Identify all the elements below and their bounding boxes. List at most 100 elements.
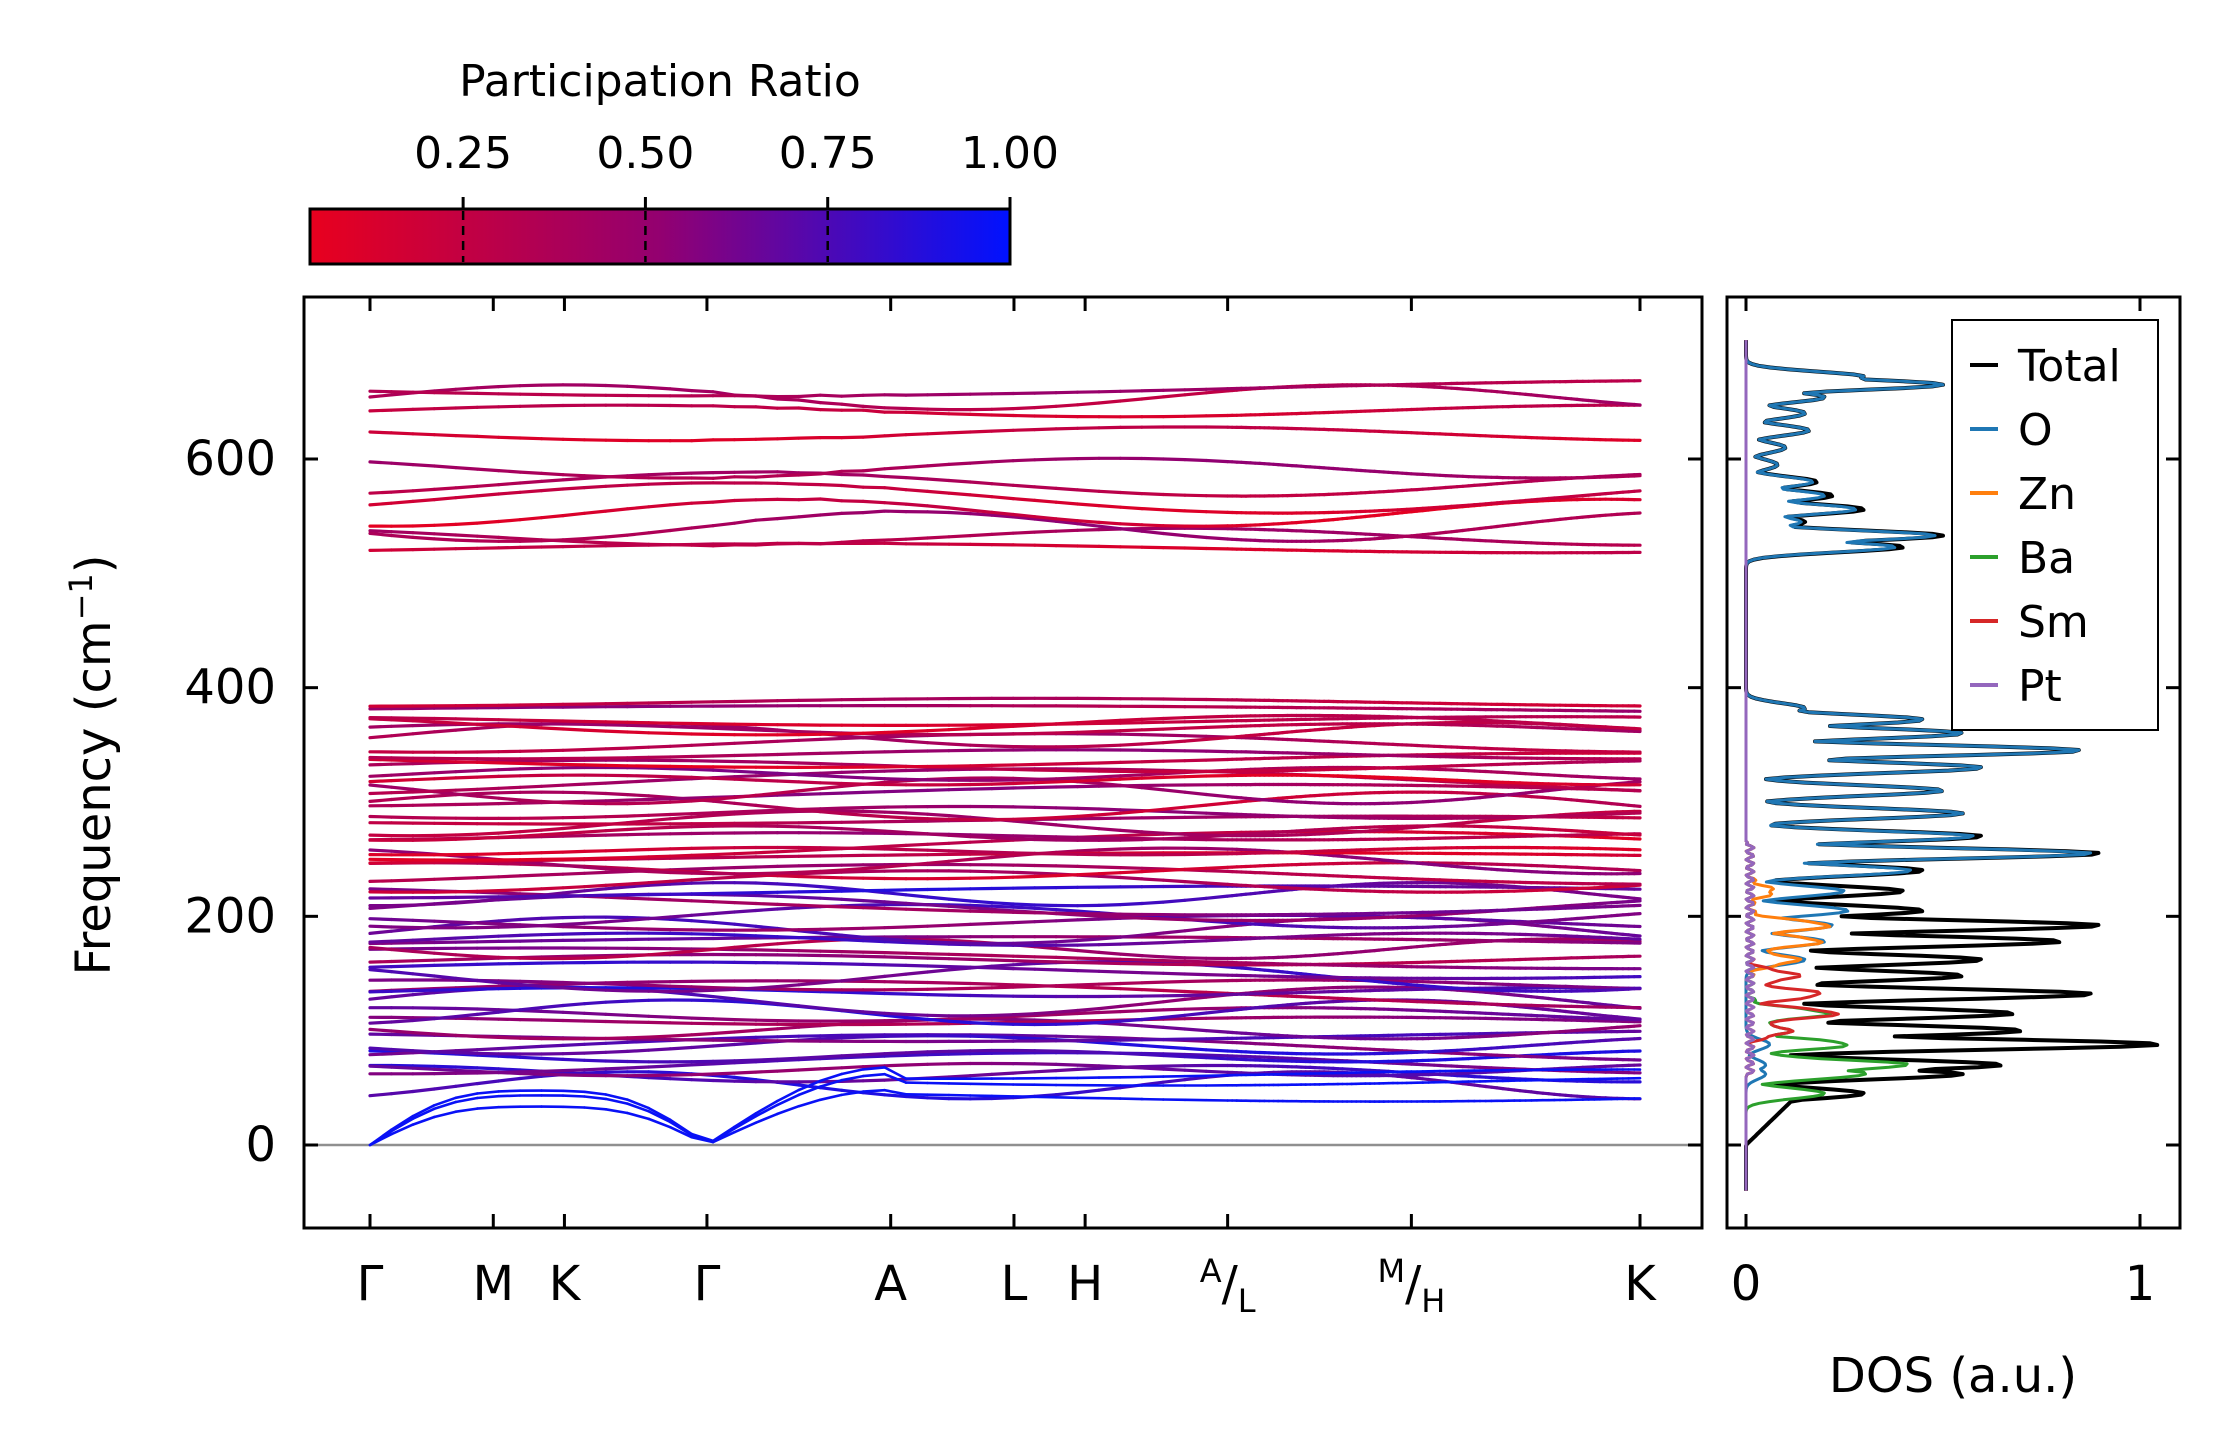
band-segment: [604, 885, 629, 891]
band-segment: [711, 1042, 737, 1048]
band-segment: [861, 950, 887, 955]
band-segment: [604, 483, 629, 488]
band-segment: [990, 428, 1015, 433]
band-segment: [711, 932, 737, 937]
band-segment: [582, 883, 608, 889]
band-segment: [1033, 1012, 1058, 1018]
band-segment: [797, 935, 822, 941]
band-segment: [711, 945, 737, 952]
band-segment: [1054, 960, 1080, 965]
band-segment: [1075, 985, 1101, 990]
band-segment: [861, 408, 887, 414]
band-segment: [1161, 988, 1187, 994]
band-segment: [754, 901, 780, 907]
band-segment: [432, 387, 458, 393]
band-segment: [904, 1094, 930, 1100]
band-segment: [604, 1019, 629, 1024]
band-segment: [411, 463, 436, 468]
band-segment: [1054, 500, 1080, 506]
band-segment: [882, 509, 908, 514]
band-segment: [840, 962, 865, 967]
band-segment: [368, 529, 393, 534]
band-segment: [625, 473, 651, 478]
band-segment: [604, 1049, 629, 1054]
band-segment: [475, 897, 501, 904]
band-segment: [1011, 1012, 1037, 1017]
phonon-bands: [304, 379, 1702, 1147]
band-segment: [368, 887, 393, 892]
band-segment: [1097, 1064, 1123, 1069]
band-segment: [539, 513, 565, 520]
band-segment: [647, 1034, 672, 1039]
band-segment: [1011, 905, 1037, 910]
band-segment: [1140, 1043, 1165, 1049]
band-segment: [497, 545, 522, 550]
band-segment: [840, 539, 865, 545]
band-segment: [925, 903, 951, 908]
band-segment: [518, 470, 544, 475]
band-segment: [368, 917, 393, 922]
band-segment: [539, 1068, 565, 1073]
band-segment: [561, 924, 587, 929]
band-segment: [689, 1062, 715, 1067]
band-segment: [732, 922, 758, 928]
band-segment: [861, 1034, 887, 1039]
band-segment: [968, 899, 994, 905]
band-segment: [904, 502, 930, 508]
band-segment: [711, 1059, 737, 1064]
band-segment: [454, 521, 479, 527]
band-segment: [1011, 515, 1037, 521]
band-segment: [582, 920, 608, 925]
band-segment: [432, 1084, 458, 1091]
band-segment: [432, 522, 458, 527]
band-segment: [797, 895, 822, 900]
band-segment: [389, 964, 415, 969]
band-segment: [882, 1053, 908, 1058]
band-segment: [368, 501, 393, 507]
band-segment: [882, 406, 908, 411]
band-segment: [775, 882, 801, 887]
band-segment: [990, 1013, 1015, 1018]
band-segment: [604, 954, 629, 959]
band-segment: [432, 406, 458, 411]
band-segment: [689, 389, 715, 394]
band-segment: [775, 1056, 801, 1061]
band-segment: [818, 884, 844, 891]
band-segment: [625, 541, 651, 546]
band-segment: [1632, 933, 1642, 938]
band-segment: [947, 412, 972, 416]
band-segment: [518, 383, 544, 388]
band-segment: [561, 1002, 587, 1008]
band-segment: [1161, 1045, 1187, 1051]
band-segment: [732, 518, 758, 525]
band-segment: [625, 531, 651, 537]
band-segment: [797, 472, 822, 477]
band-segment: [539, 471, 565, 477]
band-segment: [1118, 397, 1144, 403]
band-segment: [1161, 917, 1187, 922]
band-segment: [497, 535, 522, 541]
band-segment: [582, 887, 608, 893]
band-segment: [1204, 1039, 1230, 1044]
band-segment: [1054, 968, 1080, 973]
band-segment: [732, 893, 758, 898]
band-segment: [925, 940, 951, 945]
band-segment: [968, 986, 994, 991]
band-segment: [754, 542, 780, 547]
band-segment: [775, 1034, 801, 1039]
band-segment: [1075, 1088, 1101, 1095]
band-segment: [561, 986, 587, 991]
band-segment: [497, 1067, 522, 1072]
band-segment: [647, 1047, 672, 1052]
band-segment: [775, 983, 801, 989]
band-segment: [1033, 959, 1058, 964]
band-segment: [1033, 1068, 1058, 1074]
band-segment: [1183, 879, 1208, 885]
band-segment: [604, 475, 629, 479]
band-segment: [561, 511, 587, 518]
band-segment: [818, 931, 844, 937]
band-segment: [904, 901, 930, 907]
band-segment: [561, 1042, 587, 1048]
band-segment: [518, 916, 544, 922]
